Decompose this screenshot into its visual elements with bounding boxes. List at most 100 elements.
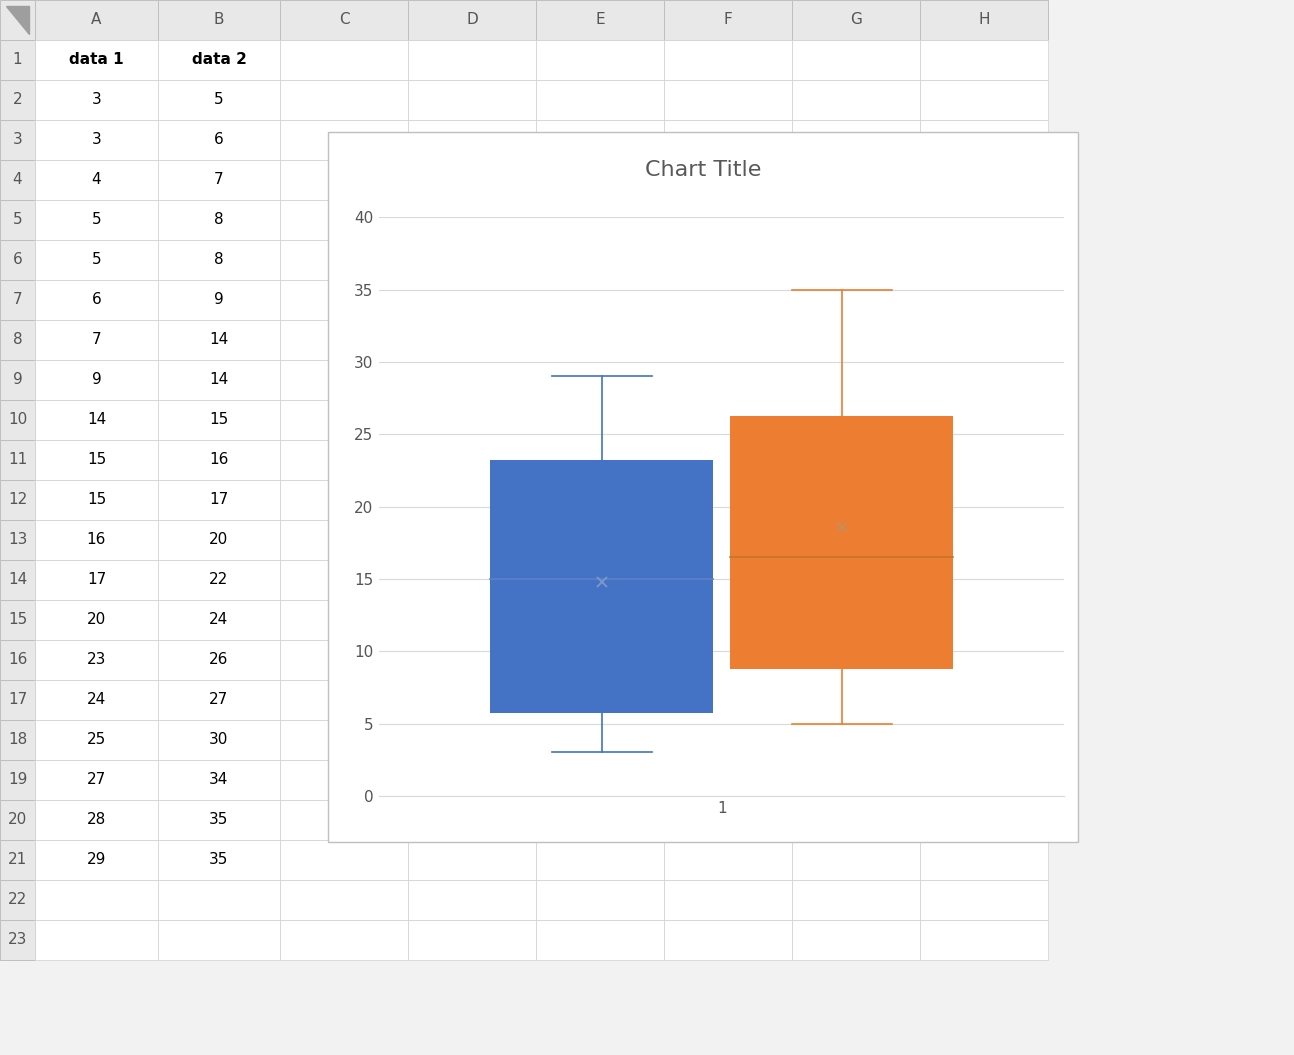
Bar	[664, 360, 792, 400]
Bar	[35, 840, 158, 880]
Bar	[536, 880, 664, 920]
Text: 30: 30	[210, 732, 229, 748]
Bar	[792, 560, 920, 600]
Bar	[0, 640, 35, 680]
Bar	[280, 840, 408, 880]
Text: 16: 16	[8, 652, 27, 668]
Bar	[158, 720, 280, 760]
Text: 20: 20	[210, 533, 229, 548]
Bar	[920, 800, 1048, 840]
Bar	[408, 680, 536, 720]
Bar	[920, 200, 1048, 239]
Text: 34: 34	[210, 772, 229, 787]
Bar	[536, 120, 664, 160]
Bar	[0, 440, 35, 480]
Bar	[280, 0, 408, 40]
Bar	[158, 840, 280, 880]
Text: 25: 25	[87, 732, 106, 748]
Text: 29: 29	[87, 852, 106, 867]
Text: 2: 2	[13, 93, 22, 108]
Text: 8: 8	[215, 252, 224, 268]
Bar	[792, 480, 920, 520]
Bar	[664, 200, 792, 239]
Bar	[280, 80, 408, 120]
Bar	[408, 760, 536, 800]
Bar	[792, 360, 920, 400]
Bar	[280, 760, 408, 800]
Bar	[792, 239, 920, 280]
Text: 14: 14	[87, 413, 106, 427]
Bar	[920, 280, 1048, 320]
Text: A: A	[92, 13, 102, 27]
Bar	[408, 239, 536, 280]
Bar	[920, 640, 1048, 680]
Text: 17: 17	[8, 692, 27, 708]
Bar	[35, 400, 158, 440]
Bar	[35, 0, 158, 40]
Bar	[35, 880, 158, 920]
Bar	[792, 720, 920, 760]
Bar	[536, 0, 664, 40]
Bar	[0, 400, 35, 440]
Text: 3: 3	[92, 93, 101, 108]
Bar	[35, 239, 158, 280]
Bar	[536, 760, 664, 800]
Text: 13: 13	[8, 533, 27, 548]
Bar	[408, 600, 536, 640]
Bar	[920, 40, 1048, 80]
Text: 6: 6	[13, 252, 22, 268]
Bar	[408, 200, 536, 239]
Bar	[536, 400, 664, 440]
Text: 17: 17	[87, 573, 106, 588]
Bar	[920, 480, 1048, 520]
Bar	[792, 320, 920, 360]
Bar	[35, 560, 158, 600]
Bar	[792, 680, 920, 720]
Bar	[408, 280, 536, 320]
Bar	[792, 280, 920, 320]
Bar	[35, 80, 158, 120]
Text: 21: 21	[8, 852, 27, 867]
Text: 3: 3	[13, 133, 22, 148]
Bar	[536, 640, 664, 680]
Text: 5: 5	[92, 212, 101, 228]
Text: 5: 5	[92, 252, 101, 268]
Bar	[0, 239, 35, 280]
Bar	[920, 160, 1048, 200]
Bar	[158, 80, 280, 120]
Bar	[0, 720, 35, 760]
Bar	[664, 560, 792, 600]
Text: F: F	[723, 13, 732, 27]
Text: 4: 4	[92, 173, 101, 188]
Bar	[920, 880, 1048, 920]
Bar	[0, 160, 35, 200]
Bar	[792, 520, 920, 560]
Text: H: H	[978, 13, 990, 27]
Bar	[920, 920, 1048, 960]
Bar	[35, 320, 158, 360]
Bar	[664, 400, 792, 440]
Bar	[664, 480, 792, 520]
Bar	[792, 600, 920, 640]
Bar	[408, 880, 536, 920]
Text: 10: 10	[8, 413, 27, 427]
Bar	[408, 520, 536, 560]
Bar	[158, 160, 280, 200]
Bar	[792, 160, 920, 200]
Bar	[35, 920, 158, 960]
Bar	[280, 720, 408, 760]
Bar	[280, 560, 408, 600]
Text: 7: 7	[13, 292, 22, 307]
Bar	[664, 800, 792, 840]
Bar	[158, 280, 280, 320]
Bar	[536, 920, 664, 960]
Bar	[792, 920, 920, 960]
Bar	[158, 640, 280, 680]
Text: 3: 3	[92, 133, 101, 148]
Bar	[920, 400, 1048, 440]
Bar	[35, 800, 158, 840]
Bar	[408, 640, 536, 680]
Bar	[536, 280, 664, 320]
Text: 14: 14	[210, 372, 229, 387]
Bar	[920, 80, 1048, 120]
